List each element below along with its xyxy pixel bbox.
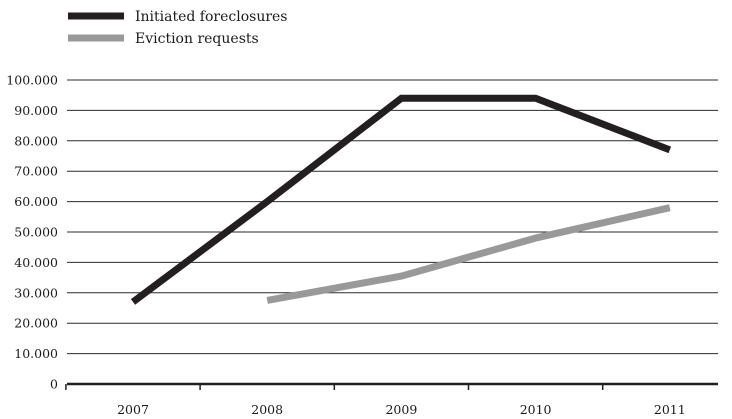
x-tick-label: 2008: [251, 402, 283, 417]
y-tick-label: 50.000: [14, 225, 58, 240]
y-tick-label: 10.000: [14, 346, 58, 361]
series-lines: [130, 94, 672, 305]
y-tick-label: 20.000: [14, 316, 58, 331]
legend-item: Initiated foreclosures: [68, 9, 288, 25]
x-axis: [65, 382, 718, 390]
y-tick-label: 90.000: [14, 103, 58, 118]
x-tick-label: 2009: [385, 402, 417, 417]
gridlines: [67, 79, 718, 355]
legend-label-evictions: Eviction requests: [135, 31, 259, 47]
y-tick-label: 70.000: [14, 164, 58, 179]
y-tick-label: 30.000: [14, 285, 58, 300]
y-tick-label: 40.000: [14, 255, 58, 270]
y-tick-label: 100.000: [6, 73, 58, 88]
y-tick-label: 0: [50, 377, 58, 392]
x-tick-label: 2011: [654, 402, 686, 417]
x-tick-label: 2007: [117, 402, 149, 417]
y-tick-label: 80.000: [14, 133, 58, 148]
legend-item: Eviction requests: [68, 31, 259, 47]
legend-label-foreclosures: Initiated foreclosures: [135, 9, 288, 25]
x-axis-tick-labels: 2007 2008 2009 2010 2011: [117, 402, 686, 417]
series-line-evictions: [266, 204, 671, 304]
y-tick-label: 60.000: [14, 194, 58, 209]
series-line-foreclosures: [130, 94, 672, 305]
legend: Initiated foreclosures Eviction requests: [68, 9, 288, 47]
y-axis-tick-labels: 0 10.000 20.000 30.000 40.000 50.000 60.000 70.…: [6, 73, 58, 392]
x-tick-label: 2010: [520, 402, 552, 417]
